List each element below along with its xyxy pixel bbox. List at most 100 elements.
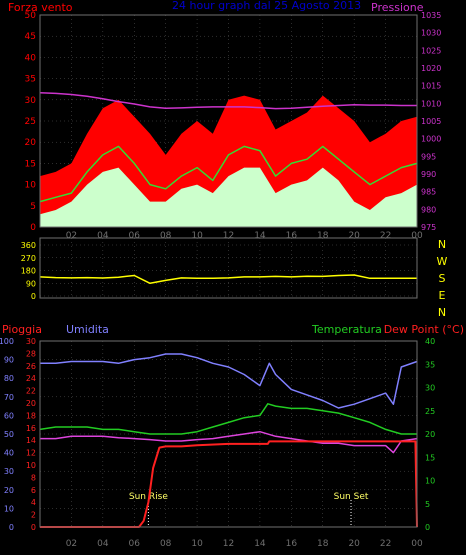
wind-y-tick: 15 — [25, 159, 36, 169]
temperatura-line — [39, 403, 417, 435]
temperature-humidity-chart: Pioggia Umidita Temperatura Dew Point (°… — [0, 323, 464, 549]
rain-y-tick: 16 — [26, 424, 36, 433]
x-tick-label: 10 — [191, 539, 203, 549]
x-tick-label: 20 — [348, 231, 360, 241]
x-tick-label: 14 — [254, 539, 266, 549]
wind-x-axis-ticks: 02 04 06 08 10 12 14 16 18 20 22 00 — [66, 231, 423, 241]
x-tick-label: 08 — [160, 539, 172, 549]
humidity-y-tick: 0 — [9, 523, 14, 532]
humidity-y-tick: 30 — [4, 467, 14, 476]
humidity-y-tick: 40 — [4, 449, 14, 458]
compass-letter: N — [438, 238, 446, 251]
pressure-y-tick: 1005 — [421, 117, 441, 126]
humidity-y-tick: 90 — [4, 356, 14, 365]
direction-y-tick: 0 — [31, 292, 36, 301]
sun-marker-label: Sun Set — [334, 492, 369, 502]
rain-y-tick: 4 — [31, 498, 36, 507]
temperature-y-tick: 20 — [425, 430, 435, 439]
temperature-y-tick: 35 — [425, 360, 435, 369]
umidita-line — [40, 353, 418, 409]
rain-y-tick: 8 — [31, 473, 36, 482]
humidity-y-tick: 50 — [4, 430, 14, 439]
temp-series — [39, 353, 418, 528]
humidity-y-tick: 100 — [0, 337, 14, 346]
x-tick-label: 06 — [129, 539, 141, 549]
dew-point-line — [40, 430, 418, 454]
direction-y-axis-ticks: 0 90 180 270 360 — [21, 241, 36, 301]
pressure-y-tick: 1000 — [421, 135, 441, 144]
pressure-y-tick: 1015 — [421, 82, 441, 91]
wind-pressure-chart: Forza vento 24 hour graph dal 25 Agosto … — [8, 0, 441, 241]
humidity-label: Umidita — [66, 323, 109, 336]
temperature-y-tick: 10 — [425, 477, 435, 486]
x-tick-label: 00 — [411, 539, 423, 549]
humidity-y-tick: 70 — [4, 393, 14, 402]
x-tick-label: 04 — [97, 231, 109, 241]
pressure-y-tick: 1035 — [421, 11, 441, 20]
x-tick-label: 06 — [129, 231, 141, 241]
compass-letter: S — [439, 272, 446, 285]
wind-y-tick: 20 — [25, 138, 37, 148]
direction-plot-frame — [39, 237, 418, 299]
wind-min-area — [40, 167, 417, 227]
rain-y-tick: 0 — [31, 523, 36, 532]
wind-y-tick: 35 — [25, 75, 36, 85]
wind-y-tick: 0 — [30, 223, 36, 233]
pressure-line — [39, 91, 417, 110]
temperature-label: Temperatura — [311, 323, 382, 336]
rain-y-tick: 10 — [26, 461, 36, 470]
x-tick-label: 02 — [66, 231, 77, 241]
wind-y-tick: 30 — [25, 96, 37, 106]
wind-direction-line — [39, 274, 417, 285]
pressure-y-tick: 1010 — [421, 99, 441, 108]
x-tick-label: 16 — [286, 231, 298, 241]
temperature-y-tick: 0 — [425, 523, 430, 532]
temperature-y-tick: 25 — [425, 407, 435, 416]
temp-x-axis-ticks: 02 04 06 08 10 12 14 16 18 20 22 00 — [66, 539, 423, 549]
humidity-y-tick: 80 — [4, 374, 14, 383]
pressure-y-tick: 975 — [421, 223, 436, 232]
x-tick-label: 00 — [411, 231, 423, 241]
pressure-y-tick: 985 — [421, 188, 436, 197]
direction-y-tick: 360 — [21, 241, 36, 250]
x-tick-label: 02 — [66, 539, 77, 549]
wind-plot-frame — [39, 14, 418, 228]
temperature-y-tick: 5 — [425, 500, 430, 509]
temp-plot-frame — [39, 340, 418, 528]
x-tick-label: 12 — [223, 539, 234, 549]
temperature-y-tick: 15 — [425, 453, 435, 462]
wind-y-tick: 25 — [25, 117, 36, 127]
x-tick-label: 08 — [160, 231, 172, 241]
temperature-y-tick: 30 — [425, 384, 435, 393]
x-tick-label: 20 — [348, 539, 360, 549]
humidity-y-tick: 60 — [4, 411, 14, 420]
wind-y-tick: 50 — [25, 11, 37, 21]
rain-label: Pioggia — [2, 323, 42, 336]
direction-y-tick: 180 — [21, 267, 36, 276]
compass-letter: E — [439, 289, 446, 302]
x-tick-label: 14 — [254, 231, 266, 241]
rain-y-tick: 2 — [31, 511, 36, 520]
compass-letter: N — [438, 306, 446, 319]
rain-y-tick: 12 — [26, 449, 36, 458]
rain-y-tick: 18 — [26, 411, 36, 420]
pioggia-line — [40, 440, 418, 528]
wind-average-line — [39, 145, 418, 203]
pressure-y-tick: 1025 — [421, 46, 441, 55]
x-tick-label: 10 — [191, 231, 203, 241]
rain-y-tick: 6 — [31, 486, 36, 495]
wind-y-tick: 40 — [25, 53, 37, 63]
pressure-y-tick: 990 — [421, 170, 436, 179]
x-tick-label: 12 — [223, 231, 234, 241]
pressure-label: Pressione — [371, 1, 424, 14]
wind-y-axis-ticks: 0 5 10 15 20 25 30 35 40 45 50 — [25, 11, 37, 233]
direction-y-tick: 270 — [21, 254, 36, 263]
x-tick-label: 04 — [97, 539, 109, 549]
humidity-y-axis-ticks: 0 10 20 30 40 50 60 70 80 90 100 — [0, 337, 14, 532]
wind-y-tick: 45 — [25, 32, 36, 42]
rain-y-tick: 14 — [26, 436, 36, 445]
x-tick-label: 22 — [380, 231, 391, 241]
wind-speed-label: Forza vento — [8, 1, 73, 14]
